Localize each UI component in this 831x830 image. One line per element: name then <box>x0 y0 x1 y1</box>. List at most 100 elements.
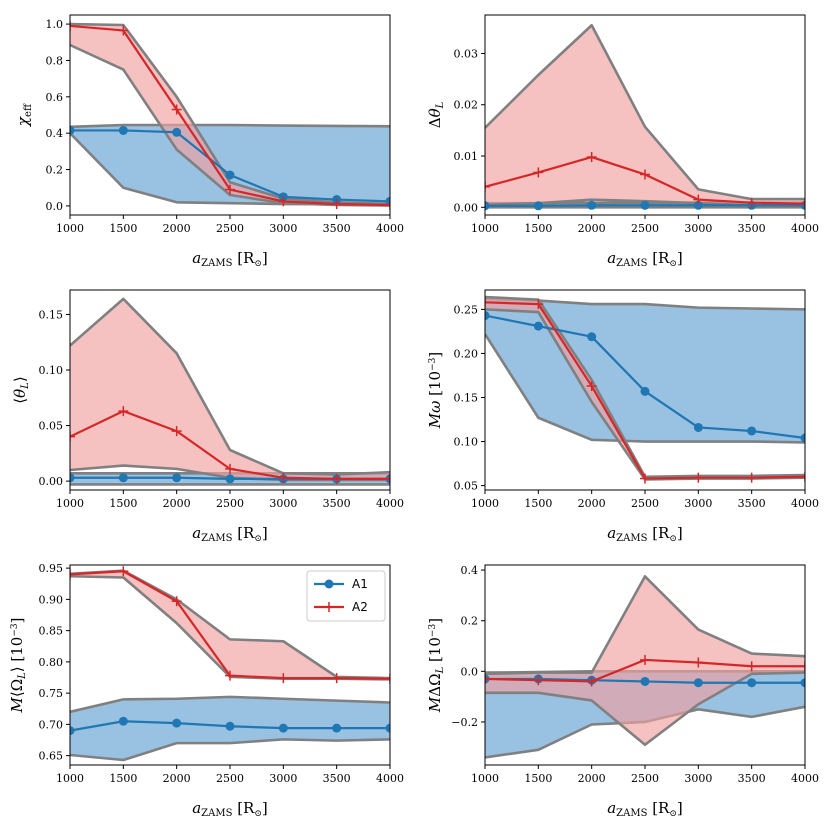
y-tick-label: 0.0 <box>46 200 64 213</box>
point-a1 <box>693 422 703 432</box>
x-tick-label: 4000 <box>791 222 819 235</box>
band-a1 <box>70 125 390 205</box>
point-a1 <box>172 127 182 137</box>
y-tick-label: 0.02 <box>454 99 479 112</box>
y-tick-label: 0.95 <box>39 562 64 575</box>
x-tick-label: 1000 <box>56 497 84 510</box>
y-tick-label: 0.6 <box>46 91 64 104</box>
point-a1 <box>70 125 75 135</box>
plot-area <box>70 297 390 486</box>
axes-frame <box>69 564 391 766</box>
legend-frame <box>306 570 386 622</box>
x-tick-label: 3500 <box>323 772 351 785</box>
point-a1 <box>485 311 490 321</box>
x-axis-label: aZAMS [R⊙] <box>607 524 683 544</box>
x-tick-label: 1500 <box>109 772 137 785</box>
x-tick-label: 1500 <box>109 497 137 510</box>
y-tick-label: 0.80 <box>39 656 64 669</box>
legend-label-a1: A1 <box>352 577 368 591</box>
x-tick-label: 1500 <box>109 222 137 235</box>
band-a2 <box>485 297 805 480</box>
x-axis-label: aZAMS [R⊙] <box>607 799 683 819</box>
band-lower-edge-a1 <box>485 333 805 444</box>
x-tick-label: 1000 <box>471 222 499 235</box>
panel-m-delta-omega-l: 1000 1500 2000 2500 3000 3500 4000 −0.2 0.0 0.2 0.… <box>426 564 819 819</box>
y-tick-label: 0.65 <box>39 750 64 763</box>
x-tick-label: 3500 <box>323 222 351 235</box>
point-a1 <box>640 386 650 396</box>
x-tick-label: 3000 <box>684 772 712 785</box>
band-a1 <box>485 298 805 443</box>
x-axis-label: aZAMS [R⊙] <box>192 524 268 544</box>
panel-chi-eff: 1000 1500 2000 2500 3000 3500 4000 0.0 0.2 0.4 0.6… <box>14 14 404 269</box>
point-a1 <box>800 433 805 443</box>
x-tick-label: 1000 <box>56 222 84 235</box>
y-tick-label: 0.2 <box>461 615 479 628</box>
x-tick-label: 4000 <box>376 497 404 510</box>
plot-area <box>70 566 390 762</box>
y-tick-label: 0.0 <box>461 665 479 678</box>
band-upper-edge-a1 <box>70 695 390 714</box>
panel-m-mean-omega-l: 1000 1500 2000 2500 3000 3500 4000 0.65 0.70 0.75… <box>8 562 404 819</box>
band-a2 <box>70 570 390 680</box>
point-a1 <box>800 678 805 688</box>
y-tick-label: 0.4 <box>46 127 64 140</box>
y-tick-label: 0.15 <box>454 391 479 404</box>
y-axis-label: M⟨ΩL⟩ [10−3] <box>8 618 28 714</box>
point-a1 <box>172 473 182 483</box>
y-tick-label: 0.05 <box>454 480 479 493</box>
point-a1 <box>70 726 75 736</box>
x-tick-label: 4000 <box>376 772 404 785</box>
point-a1 <box>587 200 597 210</box>
y-tick-label: 0.20 <box>454 347 479 360</box>
x-axis-label: aZAMS [R⊙] <box>192 799 268 819</box>
x-tick-label: 2500 <box>631 497 659 510</box>
point-a1 <box>533 201 543 211</box>
band-a2 <box>70 298 390 480</box>
point-a1 <box>747 678 757 688</box>
x-tick-label: 2000 <box>578 497 606 510</box>
x-tick-label: 1500 <box>524 772 552 785</box>
y-axis-label: MΔΩL [10−3] <box>426 618 446 713</box>
x-tick-label: 2500 <box>216 497 244 510</box>
point-a1 <box>70 473 75 483</box>
point-a1 <box>118 716 128 726</box>
point-a1 <box>172 718 182 728</box>
y-tick-label: 0.4 <box>461 564 479 577</box>
point-a1 <box>640 676 650 686</box>
x-tick-label: 3000 <box>269 222 297 235</box>
x-tick-label: 3000 <box>684 222 712 235</box>
point-a1 <box>693 200 703 210</box>
legend: A1 A2 <box>306 570 386 622</box>
x-tick-label: 2500 <box>631 772 659 785</box>
x-tick-label: 1000 <box>56 772 84 785</box>
axes-frame <box>69 289 391 491</box>
legend-marker-a1 <box>324 579 334 589</box>
x-tick-label: 3500 <box>738 497 766 510</box>
point-a1 <box>485 201 490 211</box>
point-a1 <box>385 196 390 206</box>
point-a1 <box>693 678 703 688</box>
y-tick-label: 0.00 <box>454 201 479 214</box>
axes-frame <box>484 564 806 766</box>
y-tick-label: 0.90 <box>39 593 64 606</box>
x-tick-label: 4000 <box>791 497 819 510</box>
point-a1 <box>533 321 543 331</box>
x-tick-label: 2000 <box>163 772 191 785</box>
panel-m-omega: 1000 1500 2000 2500 3000 3500 4000 0.05 0.10 0.15… <box>426 289 819 544</box>
axes-frame <box>69 14 391 216</box>
x-axis-label: aZAMS [R⊙] <box>607 249 683 269</box>
point-a1 <box>278 723 288 733</box>
x-tick-label: 3000 <box>684 497 712 510</box>
y-tick-label: 0.05 <box>39 420 64 433</box>
point-a1 <box>640 200 650 210</box>
y-axis-label: ΔθL <box>426 101 446 128</box>
y-axis-label: Mω [10−3] <box>426 352 444 429</box>
point-a1 <box>385 723 390 733</box>
point-a1 <box>225 721 235 731</box>
plot-area <box>485 295 805 484</box>
band-a2 <box>485 25 805 206</box>
y-axis-label: χeff <box>14 103 34 127</box>
axes-frame <box>484 14 806 216</box>
